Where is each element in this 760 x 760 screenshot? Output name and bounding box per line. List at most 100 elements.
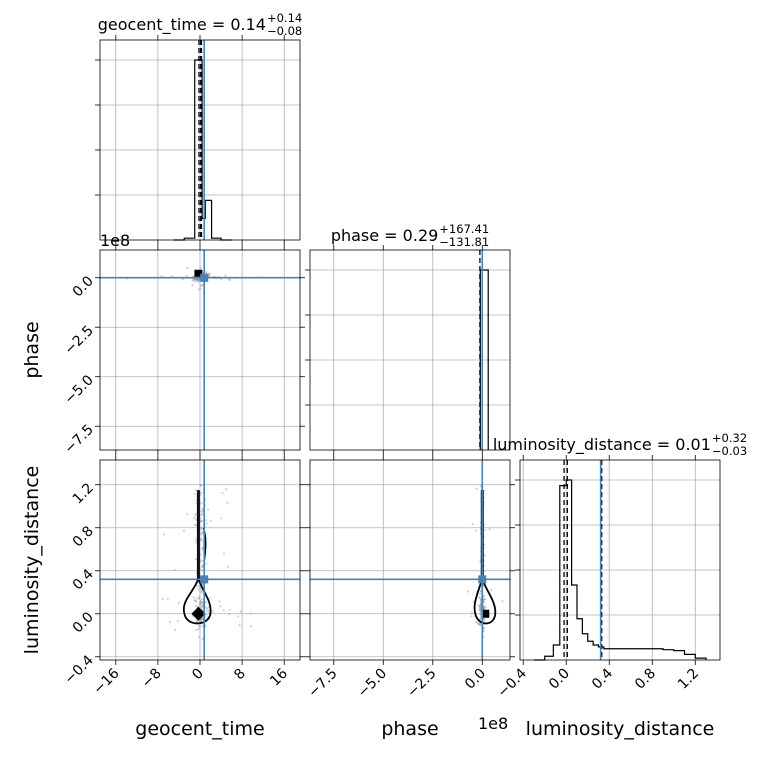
sample-point (478, 608, 481, 611)
sample-point (205, 522, 208, 525)
sample-point (199, 266, 202, 270)
y-tick-label: 0.0 (70, 273, 97, 300)
sample-point (483, 607, 486, 610)
x-tick-label: −2.5 (404, 666, 439, 701)
sample-point (205, 613, 208, 616)
sample-point (200, 527, 203, 530)
sample-point (194, 558, 197, 561)
sample-point (194, 489, 197, 492)
sample-point (197, 584, 201, 588)
sample-point (201, 637, 204, 640)
sample-point (479, 608, 482, 611)
sample-point (193, 278, 197, 281)
sample-point (196, 587, 199, 590)
sample-point (201, 565, 204, 568)
sample-point (199, 526, 203, 529)
histogram-luminosity_distance (533, 479, 707, 661)
sample-point (475, 621, 478, 624)
sample-point (195, 600, 198, 603)
sample-point (208, 274, 211, 277)
sample-point (197, 288, 200, 291)
contour-outer (182, 578, 212, 625)
sample-point (478, 596, 481, 599)
y-tick-label: −0.4 (61, 652, 96, 687)
sample-point (199, 600, 203, 603)
sample-point (200, 539, 203, 542)
sample-point (200, 618, 203, 621)
panel-frame (309, 459, 511, 661)
sample-point (226, 501, 229, 504)
sample-point (197, 278, 200, 281)
sample-point (195, 605, 198, 608)
x-tick-label: 0.0 (462, 666, 489, 693)
x-tick-label: −5.0 (355, 666, 390, 701)
sample-point (200, 513, 204, 516)
x-axis-label-luminosity_distance: luminosity_distance (526, 718, 715, 740)
sample-point (484, 605, 487, 608)
grid-layer (100, 40, 720, 660)
sample-point (201, 617, 204, 621)
sample-point (207, 508, 210, 511)
sample-point (186, 513, 189, 516)
sample-point (201, 283, 204, 287)
sample-point (198, 597, 201, 600)
sample-point (199, 284, 203, 287)
sample-point (200, 559, 203, 562)
sample-point (196, 597, 199, 600)
sample-point (478, 623, 481, 626)
sample-point (222, 609, 225, 612)
sample-point (209, 519, 212, 522)
sample-point (483, 601, 486, 604)
sample-point (204, 601, 208, 604)
sample-point (196, 278, 199, 281)
sample-point (220, 517, 223, 520)
sample-point (470, 615, 473, 618)
sample-point (475, 487, 478, 490)
title-main: geocent_time = 0.14 (98, 15, 266, 35)
sample-point (198, 602, 202, 605)
sample-point (212, 610, 215, 613)
sample-point (191, 279, 194, 282)
sample-point (200, 532, 203, 536)
sample-point (483, 597, 486, 601)
sample-point (479, 609, 482, 612)
sample-point (196, 278, 199, 281)
contour-inner (482, 609, 490, 618)
y-tick-label: 0.8 (70, 523, 97, 550)
x-tick-label: 0.4 (589, 665, 616, 692)
sample-point (161, 597, 164, 600)
sample-point (200, 568, 203, 571)
sample-point (196, 279, 199, 282)
sample-point (224, 274, 227, 277)
sample-point (479, 608, 482, 611)
truth-marker (200, 575, 209, 584)
sample-point (199, 483, 203, 487)
sample-point (228, 278, 231, 282)
sample-point (482, 617, 485, 620)
sample-point (170, 275, 174, 278)
sample-point (195, 538, 198, 541)
y-tick-label: −5.0 (61, 372, 96, 407)
sample-point (204, 624, 207, 627)
sample-point (478, 606, 482, 609)
sample-point (222, 552, 226, 555)
title-phase: phase = 0.29 +167.41−131.81 (331, 222, 489, 249)
x-tick-label: −8 (139, 666, 165, 692)
sample-point (482, 627, 485, 630)
x-tick-label: 0 (189, 666, 207, 684)
sample-point (228, 613, 231, 616)
x-tick-label: −0.4 (495, 665, 530, 700)
sample-point (207, 275, 211, 278)
sample-point (197, 627, 200, 631)
sample-point (198, 278, 201, 281)
sample-point (198, 624, 202, 627)
sample-point (478, 604, 481, 608)
sample-point (207, 272, 210, 275)
sample-point (199, 620, 202, 623)
sample-point (197, 597, 201, 600)
sample-point (483, 598, 486, 601)
y-tick-label: 0.4 (70, 566, 97, 593)
title-main: phase = 0.29 (331, 226, 438, 245)
sample-point (192, 278, 195, 282)
